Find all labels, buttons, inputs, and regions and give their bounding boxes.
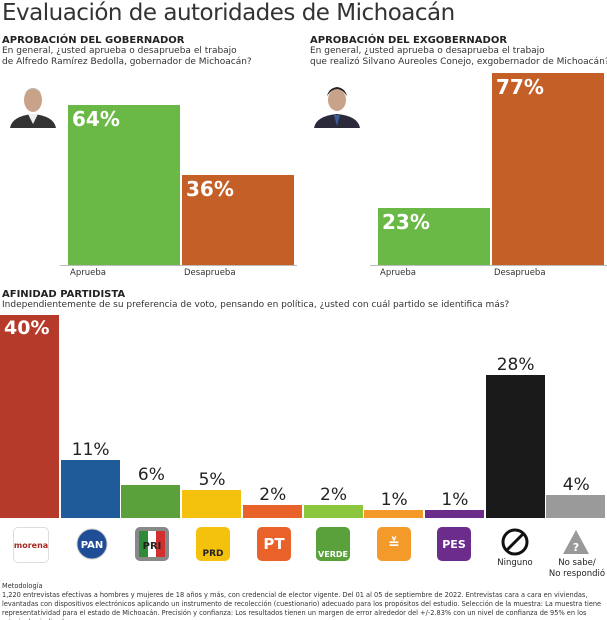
bar-value-label: 5% — [198, 470, 226, 490]
governor-chart-title: APROBACIÓN DEL GOBERNADOR — [2, 35, 185, 46]
bar-value-label: 64% — [72, 107, 120, 131]
bar-pes — [424, 510, 484, 518]
pan-logo: PAN — [75, 527, 109, 561]
bar-prd — [182, 490, 242, 518]
bar-desaprueba — [182, 175, 294, 265]
no-sabe-label: No sabe/No respondió — [548, 558, 606, 579]
prd-logo: PRD — [196, 527, 230, 561]
ninguno-label: Ninguno — [497, 558, 533, 568]
pt-logo: PT — [257, 527, 291, 561]
affinity-chart-title: AFINIDAD PARTIDISTA — [2, 289, 126, 300]
category-label: Aprueba — [70, 268, 106, 278]
governor-photo — [8, 78, 58, 128]
page-title: Evaluación de autoridades de Michoacán — [2, 0, 455, 26]
bar-value-label: 1% — [441, 490, 469, 510]
category-label: Aprueba — [380, 268, 416, 278]
bar-value-label: 2% — [320, 485, 347, 505]
affinity-question: Independientemente de su preferencia de … — [2, 300, 510, 310]
bar-value-label: 6% — [137, 465, 165, 485]
mc-logo: ≚ — [377, 527, 411, 561]
governor-question-1: En general, ¿usted aprueba o desaprueba … — [2, 46, 237, 56]
category-label: Desaprueba — [184, 268, 236, 278]
bar-pri — [121, 485, 181, 518]
pes-logo: PES — [437, 527, 471, 561]
exgovernor-question-1: En general, ¿usted aprueba o desaprueba … — [310, 46, 545, 56]
bar-value-label: 1% — [380, 490, 408, 510]
svg-text:PRI: PRI — [143, 541, 162, 552]
exgovernor-question-2: que realizó Silvano Aureoles Conejo, exg… — [310, 57, 607, 67]
bar-value-label: 2% — [259, 485, 287, 505]
svg-text:PAN: PAN — [81, 540, 104, 551]
bar-mc — [364, 510, 424, 518]
bar-value-label: 28% — [496, 355, 535, 375]
ninguno-icon — [498, 525, 532, 559]
bar-value-label: 4% — [562, 475, 590, 495]
bar-nosabenorespondi — [546, 495, 606, 518]
verde-logo: VERDE — [316, 527, 350, 561]
baseline — [60, 265, 297, 266]
bar-value-label: 36% — [186, 177, 234, 201]
bar-aprueba — [68, 105, 180, 265]
bar-pan — [60, 460, 120, 518]
exgovernor-chart-title: APROBACIÓN DEL EXGOBERNADOR — [310, 35, 508, 46]
bar-verde — [303, 505, 363, 518]
governor-question-2: de Alfredo Ramírez Bedolla, gobernador d… — [2, 57, 252, 67]
bar-pt — [242, 505, 302, 518]
methodology-heading: Metodología — [2, 582, 43, 590]
bar-value-label: 77% — [496, 74, 544, 99]
methodology-text: 1,220 entrevistas efectivas a hombres y … — [2, 591, 602, 620]
bar-morena — [0, 315, 59, 518]
bar-value-label: 40% — [4, 317, 50, 339]
baseline — [370, 265, 607, 266]
bar-value-label: 11% — [71, 440, 110, 460]
bar-value-label: 23% — [382, 209, 430, 234]
methodology: Metodología 1,220 entrevistas efectivas … — [2, 582, 606, 620]
svg-text:?: ? — [573, 541, 579, 554]
morena-logo: morena — [13, 527, 49, 563]
bar-aprueba — [378, 207, 490, 265]
exgovernor-photo — [312, 78, 362, 128]
bar-ninguno — [485, 375, 545, 518]
category-label: Desaprueba — [494, 268, 546, 278]
no-sabe-icon: ? — [559, 525, 593, 559]
bar-desaprueba — [492, 72, 604, 265]
pri-logo: PRI — [135, 527, 169, 561]
